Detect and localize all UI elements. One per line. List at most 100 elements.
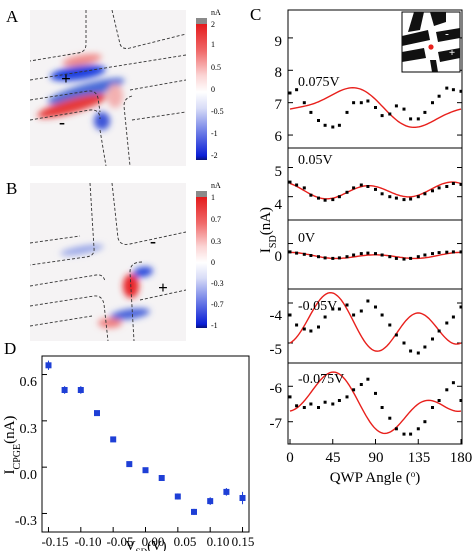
inset-electrode — [438, 48, 460, 62]
data-point — [302, 406, 306, 409]
data-point — [317, 119, 320, 122]
heatmap-b: - + — [30, 183, 186, 341]
data-point — [416, 195, 420, 199]
colorbar-b-unit: nA — [211, 181, 221, 190]
data-point — [451, 315, 455, 319]
data-point — [359, 309, 363, 313]
data-point — [394, 104, 398, 108]
inset-minus: - — [445, 28, 449, 40]
data-point — [431, 406, 434, 409]
chart-d-x-ticks: -0.15 -0.10 -0.05 0.00 0.05 0.10 0.15 — [41, 534, 254, 549]
x-label-end: ) — [415, 470, 420, 486]
data-point — [309, 193, 313, 197]
data-point — [416, 255, 420, 259]
colorbar-a-tick: 0 — [211, 85, 215, 94]
electrode-outline — [123, 95, 133, 166]
series-label: 0.05V — [298, 153, 333, 168]
chart-d-y-label: ICPGE(nA) — [2, 416, 23, 475]
data-point — [388, 416, 392, 420]
data-point — [437, 94, 441, 98]
colorbar-a-ticks: 2 1 0.5 0 -0.5 -1 -2 — [211, 20, 224, 160]
data-point — [380, 114, 384, 118]
y-tick-label: -0.3 — [15, 514, 37, 529]
data-point — [445, 185, 449, 188]
panel-label-a: A — [6, 7, 19, 26]
inset-electrode — [430, 60, 438, 72]
y-label-main: I — [2, 469, 18, 474]
data-point — [380, 406, 384, 409]
annotation-plus: + — [158, 278, 168, 297]
data-point — [459, 399, 463, 402]
data-point — [359, 101, 363, 105]
data-point — [61, 387, 68, 393]
inset-plus: + — [449, 47, 455, 59]
heatmap-a-lobe — [62, 53, 102, 67]
colorbar-b-tick: 1 — [211, 193, 215, 202]
data-point — [45, 362, 52, 369]
colorbar-b-tick: -0.3 — [211, 279, 224, 288]
fit-curve — [289, 291, 462, 352]
colorbar-b-tick: 0.7 — [211, 215, 221, 224]
data-point — [309, 110, 313, 114]
heatmap-a-electrodes — [30, 10, 186, 166]
data-point — [451, 88, 455, 92]
electrode-outline — [129, 261, 143, 341]
colorbar-b-cap — [196, 191, 207, 197]
x-tick-label: -0.05 — [106, 534, 133, 549]
x-tick-label: 90 — [369, 450, 384, 466]
x-tick-label: 180 — [450, 450, 473, 466]
heatmap-b-lobe — [133, 266, 153, 278]
x-label-main: V — [125, 539, 135, 551]
data-point — [437, 329, 441, 333]
data-point — [451, 250, 455, 254]
data-point — [359, 183, 363, 187]
data-point — [331, 402, 335, 406]
data-point — [309, 329, 313, 333]
data-point — [317, 325, 320, 329]
data-point — [409, 256, 413, 260]
data-point — [451, 381, 455, 385]
data-point — [174, 493, 181, 500]
y-tick-label: -6 — [270, 381, 283, 397]
chart-c-y-label: ISD(nA) — [258, 207, 279, 253]
y-tick-label: 0.6 — [20, 375, 38, 390]
data-point — [288, 91, 292, 95]
chart-c: 9 8 7 6 5 4 0 -4 -5 -6 -7 0 45 90 135 18… — [258, 9, 473, 486]
colorbar-a-tick: 2 — [211, 20, 215, 29]
data-point — [366, 251, 370, 255]
data-point — [416, 351, 420, 355]
data-point — [345, 303, 349, 307]
colorbar-a-tick: 0.5 — [211, 63, 221, 72]
data-point — [223, 488, 230, 495]
data-point — [302, 327, 306, 331]
x-label-text: QWP Angle ( — [330, 470, 411, 486]
inset-electrode — [402, 48, 426, 62]
x-label-degree: o — [411, 469, 416, 479]
data-point — [431, 189, 434, 193]
y-tick-label: -5 — [270, 342, 283, 358]
x-tick-label: -0.15 — [41, 534, 68, 549]
data-point — [331, 125, 335, 129]
data-point — [388, 195, 392, 199]
inset-electrode — [402, 30, 430, 46]
data-point — [423, 420, 427, 424]
heatmap-b-lobes — [60, 244, 153, 328]
series-label: -0.075V — [298, 372, 344, 387]
fit-curve — [289, 371, 462, 435]
series-label: 0V — [298, 231, 315, 246]
y-tick-label: 9 — [275, 34, 283, 50]
y-tick-label: 4 — [275, 197, 283, 213]
y-tick-label: 5 — [275, 164, 283, 180]
data-point — [288, 180, 292, 184]
data-point — [302, 186, 306, 190]
colorbar-a-tick: -1 — [211, 129, 218, 138]
panel-label-c: C — [250, 5, 261, 24]
inset-laser-spot — [428, 44, 434, 50]
electrode-outline — [30, 10, 87, 62]
data-point — [423, 192, 427, 196]
colorbar-a-tick: -0.5 — [211, 107, 224, 116]
data-point — [295, 404, 299, 408]
chart-c-inset: - + — [401, 11, 461, 73]
data-point — [445, 86, 449, 90]
data-point — [323, 198, 327, 202]
